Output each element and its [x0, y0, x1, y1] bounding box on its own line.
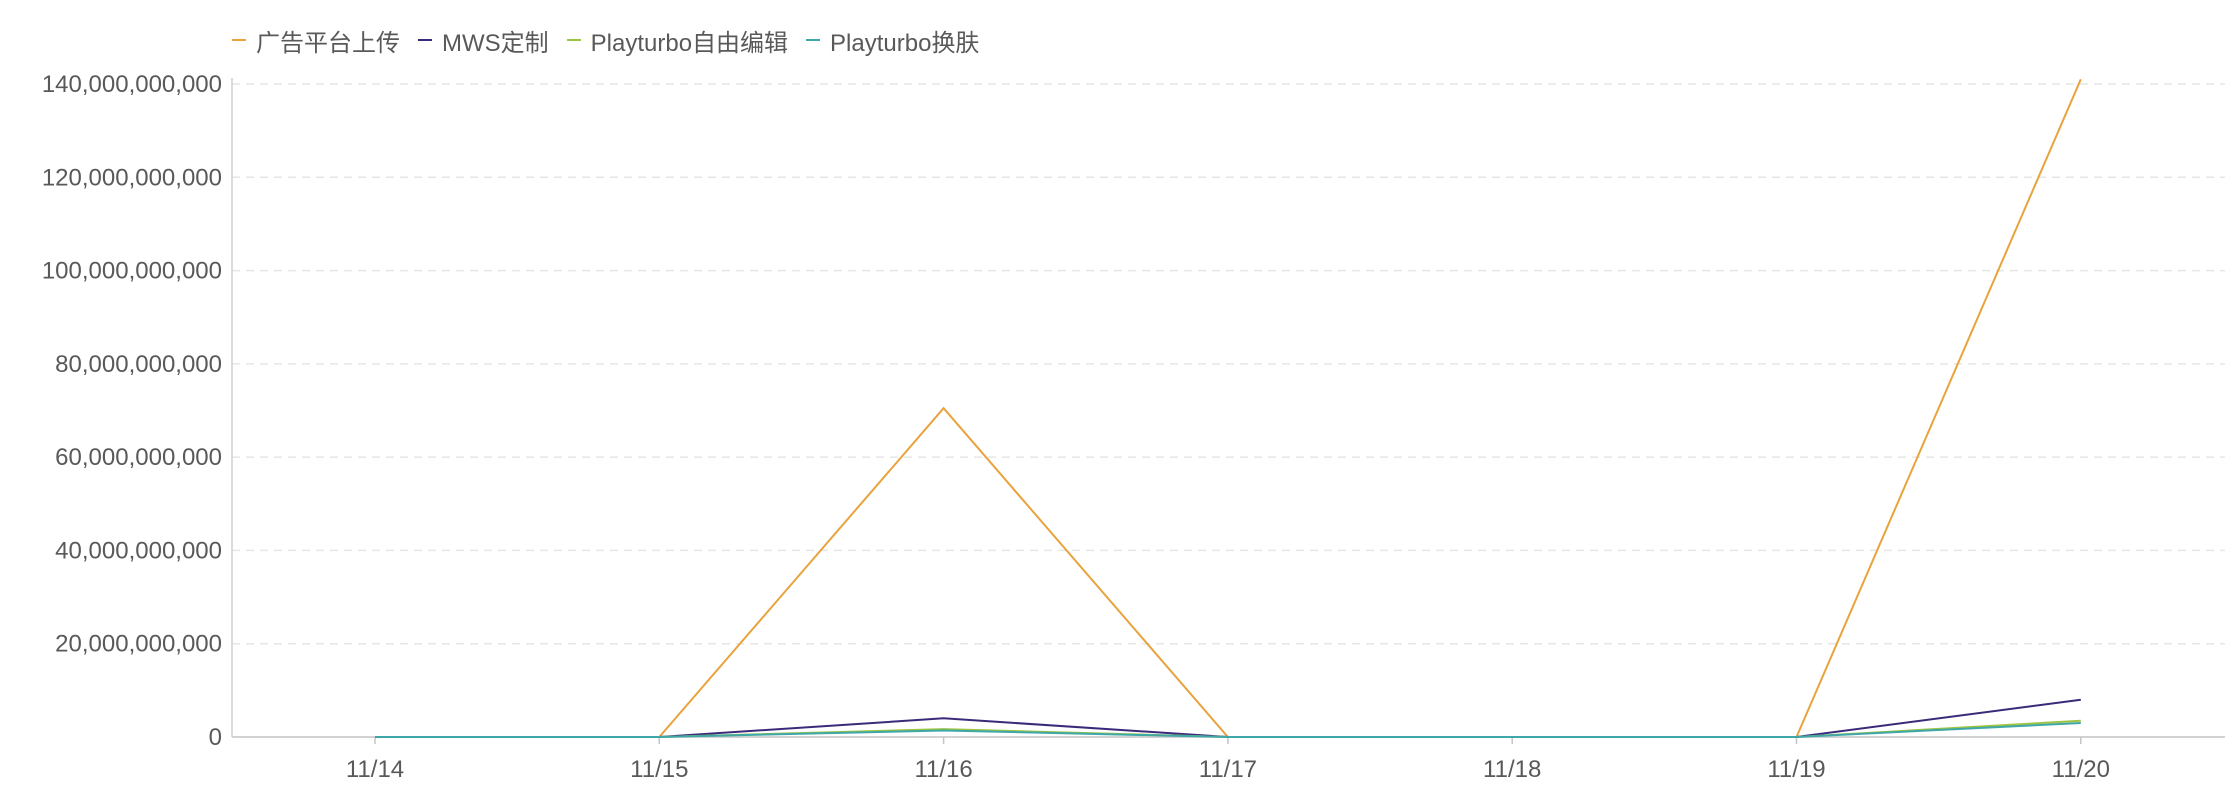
legend-swatch [232, 39, 246, 41]
y-tick-label: 140,000,000,000 [42, 71, 222, 98]
legend-item[interactable]: Playturbo自由编辑 [566, 23, 789, 58]
legend-swatch [806, 39, 821, 41]
legend-swatch [418, 39, 432, 41]
series-line [375, 719, 2081, 738]
x-tick-label: 11/16 [914, 756, 972, 783]
x-tick-label: 11/19 [1767, 756, 1825, 783]
series-line [375, 698, 2081, 738]
x-tick-label: 11/18 [1483, 756, 1541, 783]
x-tick-label: 11/15 [630, 756, 688, 783]
y-tick-label: 100,000,000,000 [42, 258, 222, 285]
legend-label: Playturbo自由编辑 [590, 29, 789, 57]
legend-swatch [566, 39, 581, 41]
y-tick-label: 0 [209, 724, 222, 751]
legend-label: MWS定制 [442, 29, 549, 57]
legend-item[interactable]: MWS定制 [418, 23, 549, 58]
y-tick-label: 60,000,000,000 [55, 444, 222, 471]
y-tick-label: 80,000,000,000 [55, 351, 222, 378]
legend-label: Playturbo换肤 [830, 29, 980, 57]
y-tick-label: 20,000,000,000 [55, 631, 222, 658]
x-tick-label: 11/20 [2052, 756, 2110, 783]
x-tick-label: 11/17 [1199, 756, 1257, 783]
legend-label: 广告平台上传 [256, 29, 400, 57]
legend-item[interactable]: Playturbo换肤 [806, 23, 979, 58]
chart-legend: 广告平台上传 MWS定制 Playturbo自由编辑 Playturbo换肤 [232, 22, 979, 58]
x-tick-label: 11/14 [346, 756, 404, 783]
y-tick-label: 40,000,000,000 [55, 537, 222, 564]
legend-item[interactable]: 广告平台上传 [232, 23, 400, 58]
y-tick-label: 120,000,000,000 [42, 164, 222, 191]
series-line [375, 722, 2081, 738]
